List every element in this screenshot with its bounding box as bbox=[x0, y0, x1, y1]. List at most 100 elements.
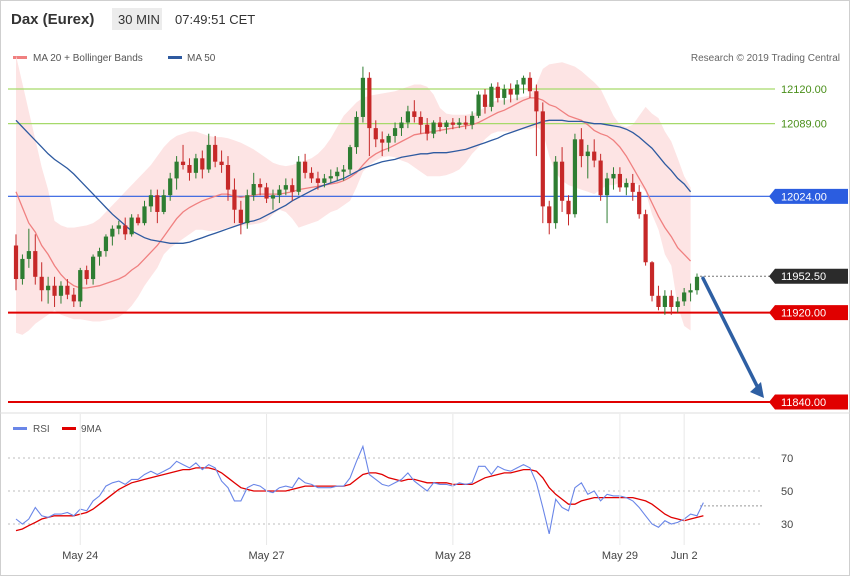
candle-body bbox=[482, 94, 488, 107]
level-lines bbox=[8, 88, 775, 403]
candle-body bbox=[457, 122, 462, 125]
candle-body bbox=[238, 209, 243, 224]
candle bbox=[508, 83, 513, 103]
candle bbox=[405, 105, 410, 129]
date-label: May 29 bbox=[602, 550, 638, 562]
candle bbox=[78, 267, 83, 307]
candle bbox=[354, 111, 359, 154]
candle bbox=[52, 276, 57, 307]
candle bbox=[547, 200, 552, 235]
candle-body bbox=[367, 77, 372, 129]
candle-body bbox=[604, 178, 610, 196]
level-label: 12024.00 bbox=[781, 191, 827, 203]
candle bbox=[193, 153, 198, 179]
candle-body bbox=[110, 228, 115, 237]
candle-body bbox=[515, 84, 520, 95]
candle-body bbox=[46, 285, 51, 291]
rsi-tick-label: 50 bbox=[781, 486, 793, 498]
candle bbox=[437, 116, 443, 132]
candle bbox=[258, 178, 263, 196]
candle bbox=[392, 122, 398, 143]
candle bbox=[515, 80, 520, 101]
level-label: 11920.00 bbox=[781, 308, 826, 320]
candle bbox=[386, 133, 391, 152]
candle bbox=[251, 172, 256, 201]
candle bbox=[155, 189, 160, 224]
candle bbox=[669, 290, 674, 315]
candle bbox=[380, 131, 385, 157]
candle-body bbox=[39, 276, 44, 291]
candle-body bbox=[322, 178, 327, 183]
level-label: 11840.00 bbox=[781, 397, 826, 409]
candle-body bbox=[476, 94, 481, 116]
candle-body bbox=[258, 184, 263, 188]
candle bbox=[33, 234, 38, 285]
candle-body bbox=[399, 122, 404, 129]
candle-body bbox=[13, 245, 19, 280]
candle bbox=[579, 128, 584, 168]
candle-body bbox=[328, 176, 333, 179]
candle-body bbox=[315, 178, 321, 183]
indicator-legend: MA 20 + Bollinger Bands MA 50 bbox=[13, 53, 216, 64]
candle bbox=[656, 285, 661, 311]
candle-body bbox=[489, 86, 494, 107]
candle-body bbox=[579, 139, 584, 157]
timeframe-label: 30 MIN bbox=[118, 12, 160, 27]
candle bbox=[502, 84, 507, 105]
candle-body bbox=[20, 258, 25, 280]
candle bbox=[521, 75, 526, 94]
level-label-bg bbox=[769, 268, 848, 284]
candle-body bbox=[309, 172, 314, 179]
candle-body bbox=[225, 165, 231, 190]
candle-body bbox=[675, 301, 680, 307]
candle-body bbox=[303, 161, 308, 173]
rsi-line bbox=[15, 444, 704, 535]
candle bbox=[309, 167, 314, 183]
candle bbox=[694, 273, 700, 295]
bollinger-bands bbox=[16, 55, 691, 335]
candle-body bbox=[373, 128, 378, 140]
candle bbox=[540, 102, 545, 224]
candle bbox=[418, 111, 423, 134]
candle-body bbox=[559, 161, 565, 201]
candle bbox=[457, 118, 462, 129]
candle-body bbox=[662, 295, 667, 307]
candle bbox=[611, 167, 616, 190]
candle-body bbox=[418, 116, 423, 125]
candle-body bbox=[444, 122, 449, 128]
candle-body bbox=[617, 173, 623, 188]
candle bbox=[58, 281, 64, 304]
credit-text: Research © 2019 Trading Central bbox=[691, 53, 840, 64]
candle-body bbox=[508, 89, 513, 95]
candle bbox=[103, 234, 109, 257]
instrument-title: Dax (Eurex) bbox=[11, 11, 94, 28]
candle bbox=[270, 189, 276, 210]
candle-body bbox=[425, 124, 430, 134]
candle bbox=[534, 84, 539, 157]
candle-body bbox=[669, 295, 674, 307]
candle-body bbox=[200, 158, 205, 170]
candle bbox=[592, 139, 597, 168]
candle-body bbox=[161, 195, 166, 212]
level-label-bg bbox=[775, 81, 848, 97]
timestamp: 07:49:51 CET bbox=[175, 12, 255, 27]
candle-body bbox=[682, 292, 687, 302]
date-axis: May 24 May 27 May 28 May 29 Jun 2 bbox=[62, 414, 698, 562]
candle-body bbox=[213, 144, 218, 162]
candle-body bbox=[598, 160, 603, 196]
timeframe-tab[interactable] bbox=[112, 8, 162, 30]
legend-swatch-ma50 bbox=[168, 56, 182, 59]
candle bbox=[290, 178, 295, 201]
candle-body bbox=[123, 225, 128, 235]
level-label: 11952.50 bbox=[781, 271, 826, 283]
date-label: May 28 bbox=[435, 550, 471, 562]
candle-body bbox=[380, 139, 385, 143]
candle-body bbox=[335, 171, 340, 177]
candle-body bbox=[155, 195, 160, 212]
candle-body bbox=[463, 122, 468, 125]
candle bbox=[180, 144, 186, 170]
candle-body bbox=[405, 111, 410, 123]
candle bbox=[566, 195, 571, 226]
legend-swatch-rsi bbox=[13, 427, 27, 430]
candle-body bbox=[187, 165, 192, 173]
